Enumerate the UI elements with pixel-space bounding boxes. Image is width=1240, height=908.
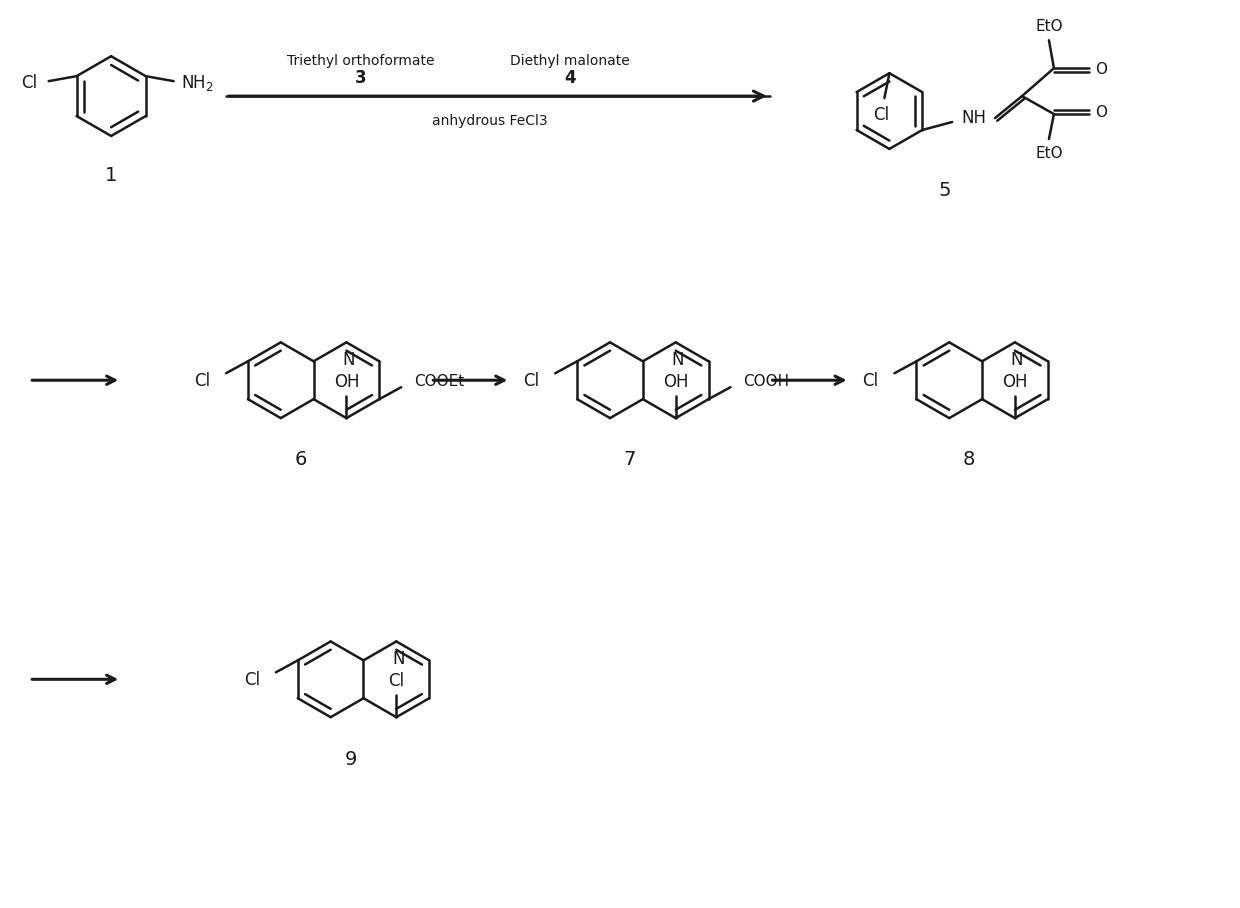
Text: Cl: Cl	[21, 74, 37, 92]
Text: 3: 3	[355, 69, 366, 87]
Text: 5: 5	[937, 182, 951, 201]
Text: 9: 9	[345, 750, 357, 768]
Text: NH: NH	[961, 109, 987, 127]
Text: N: N	[1011, 351, 1023, 370]
Text: Triethyl orthoformate: Triethyl orthoformate	[286, 54, 434, 68]
Text: Cl: Cl	[388, 672, 404, 690]
Text: N: N	[671, 351, 684, 370]
Text: EtO: EtO	[1035, 146, 1063, 162]
Text: Cl: Cl	[193, 372, 210, 390]
Text: Cl: Cl	[873, 106, 889, 124]
Text: O: O	[1095, 104, 1107, 120]
Text: EtO: EtO	[1035, 19, 1063, 34]
Text: COOH: COOH	[743, 374, 790, 389]
Text: 8: 8	[963, 450, 976, 469]
Text: 4: 4	[564, 69, 575, 87]
Text: anhydrous FeCl3: anhydrous FeCl3	[433, 114, 548, 128]
Text: OH: OH	[1002, 373, 1028, 391]
Text: Diethyl malonate: Diethyl malonate	[510, 54, 630, 68]
Text: 6: 6	[295, 450, 308, 469]
Text: 7: 7	[624, 450, 636, 469]
Text: OH: OH	[663, 373, 688, 391]
Text: OH: OH	[334, 373, 360, 391]
Text: 1: 1	[105, 166, 118, 185]
Text: COOEt: COOEt	[414, 374, 464, 389]
Text: O: O	[1095, 62, 1107, 76]
Text: Cl: Cl	[863, 372, 879, 390]
Text: N: N	[342, 351, 355, 370]
Text: Cl: Cl	[523, 372, 539, 390]
Text: NH$_2$: NH$_2$	[181, 74, 215, 94]
Text: N: N	[392, 650, 404, 668]
Text: Cl: Cl	[244, 671, 260, 689]
